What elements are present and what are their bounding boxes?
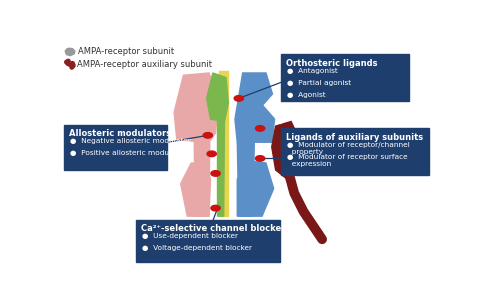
- Text: Ca²⁺-selective channel blockers: Ca²⁺-selective channel blockers: [141, 224, 290, 233]
- Circle shape: [234, 96, 243, 101]
- Text: ●  Voltage-dependent blocker: ● Voltage-dependent blocker: [142, 245, 252, 251]
- Circle shape: [211, 205, 220, 211]
- Text: ●  Use-dependent blocker: ● Use-dependent blocker: [142, 233, 238, 239]
- Text: ●  Modulator of receptor/channel
  property: ● Modulator of receptor/channel property: [287, 142, 410, 155]
- Text: AMPA-receptor subunit: AMPA-receptor subunit: [78, 47, 174, 56]
- Polygon shape: [238, 142, 254, 216]
- Polygon shape: [238, 161, 274, 216]
- Polygon shape: [174, 73, 218, 142]
- Polygon shape: [206, 73, 229, 122]
- Text: ●  Negative allosteric modulator: ● Negative allosteric modulator: [70, 138, 190, 144]
- Polygon shape: [65, 48, 75, 56]
- Polygon shape: [264, 87, 280, 124]
- FancyBboxPatch shape: [282, 55, 410, 101]
- FancyBboxPatch shape: [136, 220, 280, 262]
- Text: AMPA-receptor auxiliary subunit: AMPA-receptor auxiliary subunit: [77, 60, 212, 69]
- Circle shape: [211, 171, 220, 176]
- Polygon shape: [272, 122, 299, 179]
- Circle shape: [256, 156, 265, 161]
- FancyBboxPatch shape: [282, 128, 428, 175]
- FancyBboxPatch shape: [64, 125, 167, 170]
- Circle shape: [207, 151, 216, 157]
- Polygon shape: [219, 70, 228, 216]
- Circle shape: [256, 126, 265, 131]
- Polygon shape: [218, 119, 224, 216]
- Text: ●  Modulator of receptor surface
  expression: ● Modulator of receptor surface expressi…: [287, 154, 408, 167]
- Text: Allosteric modulators: Allosteric modulators: [69, 129, 171, 138]
- Text: ●  Partial agonist: ● Partial agonist: [287, 80, 351, 86]
- Text: ●  Positive allosteric modulator: ● Positive allosteric modulator: [70, 150, 186, 156]
- Text: Ligands of auxiliary subunits: Ligands of auxiliary subunits: [286, 133, 423, 142]
- Circle shape: [203, 133, 212, 138]
- Polygon shape: [180, 163, 210, 216]
- Polygon shape: [194, 142, 210, 216]
- Text: Orthosteric ligands: Orthosteric ligands: [286, 58, 378, 68]
- Text: ●  Antagonist: ● Antagonist: [287, 68, 338, 74]
- Polygon shape: [235, 73, 276, 142]
- Text: ●  Agonist: ● Agonist: [287, 92, 326, 98]
